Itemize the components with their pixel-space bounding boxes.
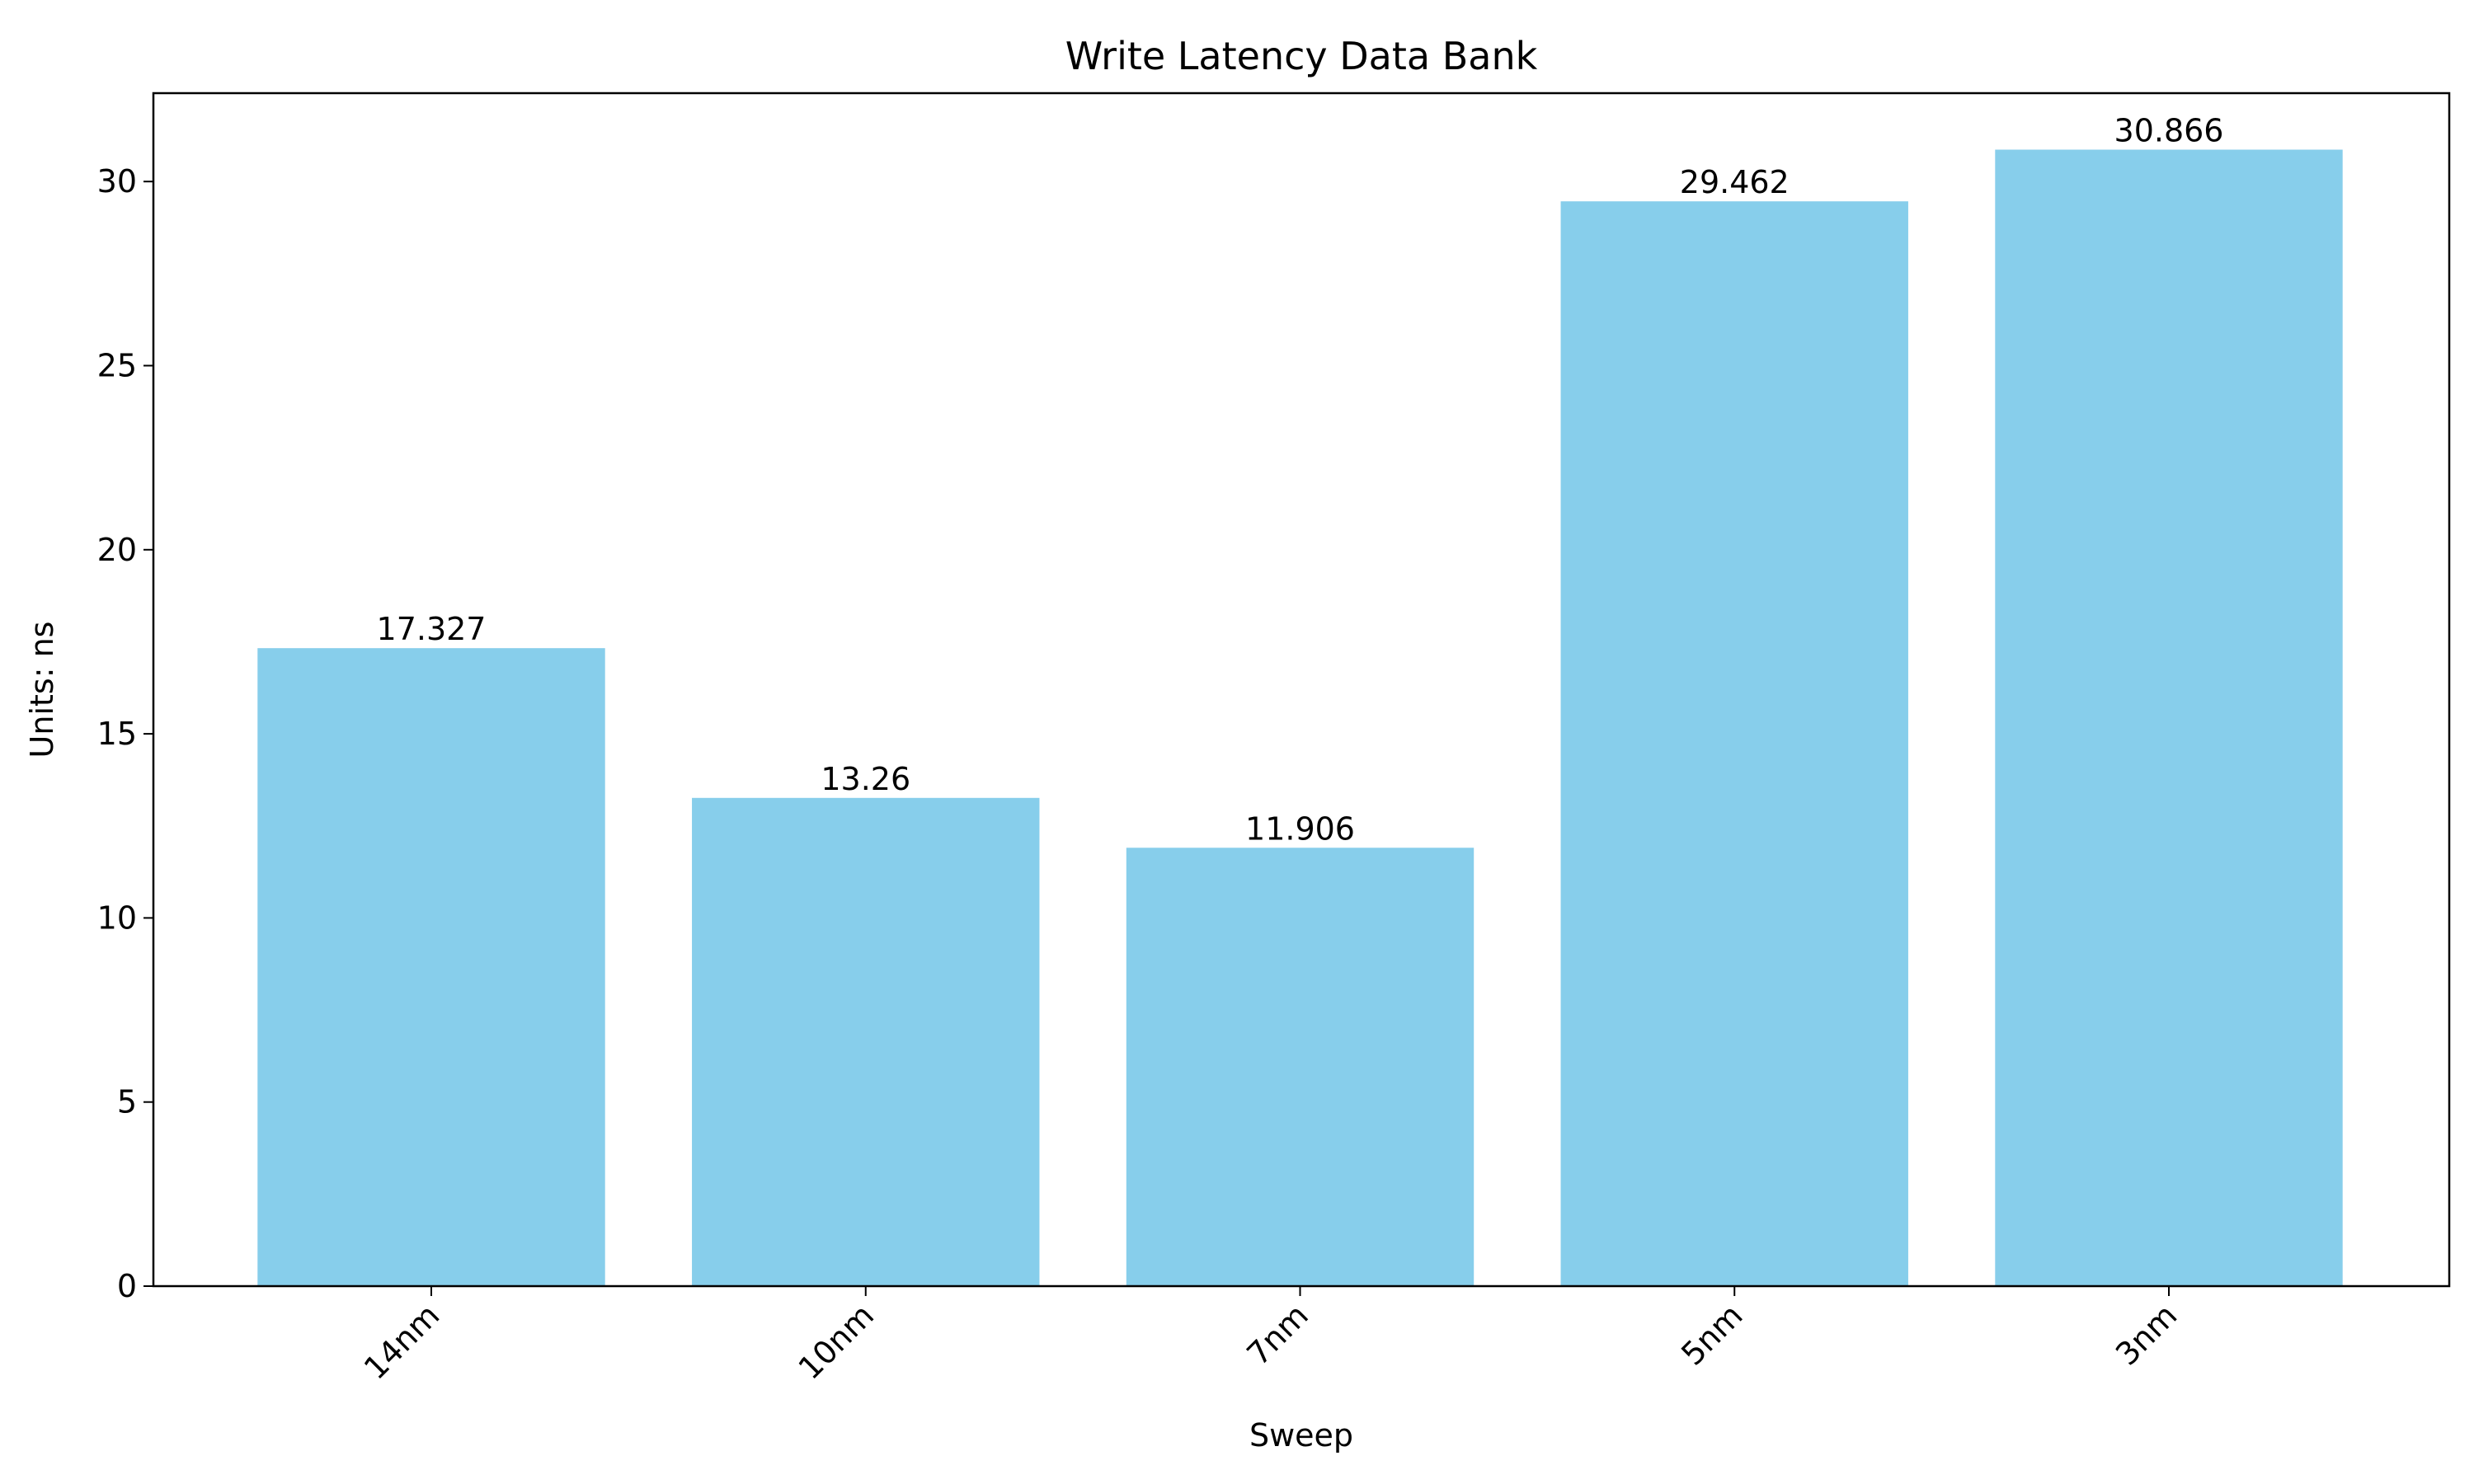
bar-7nm xyxy=(1126,848,1475,1286)
y-axis-label: Units: ns xyxy=(24,622,60,758)
x-axis-ticks: 14nm 10nm 7nm 5nm 3nm xyxy=(357,1286,2184,1387)
data-label-3nm: 30.866 xyxy=(2114,113,2224,149)
chart-title: Write Latency Data Bank xyxy=(1065,34,1538,78)
y-tick-label-5: 5 xyxy=(117,1084,137,1120)
data-label-5nm: 29.462 xyxy=(1680,164,1790,200)
bar-3nm xyxy=(1995,149,2343,1287)
plot-frame xyxy=(152,92,2451,1288)
y-tick-label-30: 30 xyxy=(97,163,137,200)
x-tick-label-10nm: 10nm xyxy=(792,1297,882,1387)
y-tick-label-0: 0 xyxy=(117,1268,137,1304)
y-tick-label-15: 15 xyxy=(97,716,137,752)
bar-5nm xyxy=(1560,201,1908,1286)
y-tick-label-20: 20 xyxy=(97,532,137,568)
x-axis-label: Sweep xyxy=(1249,1417,1353,1453)
data-label-10nm: 13.26 xyxy=(821,761,910,797)
y-axis-ticks: 0 5 10 15 20 25 30 xyxy=(97,163,153,1304)
x-tick-label-5nm: 5nm xyxy=(1674,1297,1749,1372)
data-labels-group: 17.327 13.26 11.906 29.462 30.866 xyxy=(377,113,2224,848)
bar-10nm xyxy=(692,797,1040,1286)
y-tick-label-10: 10 xyxy=(97,899,137,936)
x-tick-label-14nm: 14nm xyxy=(357,1297,447,1387)
x-tick-label-7nm: 7nm xyxy=(1239,1297,1315,1372)
data-label-14nm: 17.327 xyxy=(377,611,487,647)
x-tick-label-3nm: 3nm xyxy=(2109,1297,2184,1372)
bar-14nm xyxy=(257,648,605,1286)
bars-group xyxy=(257,149,2343,1287)
data-label-7nm: 11.906 xyxy=(1245,810,1355,847)
plot-area: 17.327 13.26 11.906 29.462 30.866 0 5 10 15 20 25… xyxy=(97,92,2451,1387)
y-tick-label-25: 25 xyxy=(97,347,137,383)
